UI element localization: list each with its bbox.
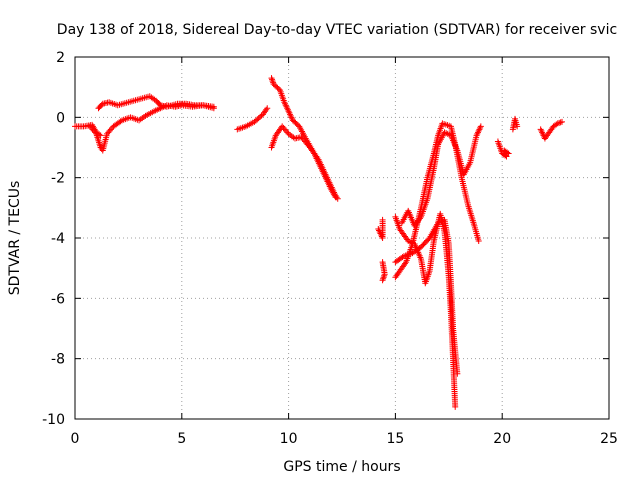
data-point	[251, 118, 258, 125]
y-tick-label: 0	[56, 110, 65, 126]
data-point	[505, 150, 512, 157]
data-point	[399, 254, 406, 261]
x-tick-label: 20	[493, 431, 511, 447]
x-tick-label: 10	[280, 431, 298, 447]
y-tick-label: -10	[42, 412, 65, 428]
x-tick-label: 0	[71, 431, 80, 447]
y-tick-label: -8	[51, 352, 65, 368]
data-point	[514, 123, 521, 130]
data-point	[556, 119, 563, 126]
data-point	[117, 118, 124, 125]
data-marks	[72, 75, 566, 410]
data-point	[252, 117, 259, 124]
y-axis-label: SDTVAR / TECUs	[7, 181, 23, 296]
data-point	[454, 370, 461, 377]
data-point	[559, 118, 566, 125]
data-point	[452, 403, 459, 410]
grid-layer	[75, 57, 609, 419]
data-point	[255, 115, 262, 122]
data-point	[379, 277, 386, 284]
y-tick-label: -4	[51, 231, 65, 247]
chart-title: Day 138 of 2018, Sidereal Day-to-day VTE…	[57, 22, 617, 38]
x-tick-label: 5	[177, 431, 186, 447]
data-point	[477, 123, 484, 130]
data-point	[254, 116, 261, 123]
data-point	[557, 119, 564, 126]
x-axis-label: GPS time / hours	[283, 459, 400, 475]
y-tick-label: -6	[51, 291, 65, 307]
data-point	[380, 274, 387, 281]
x-tick-label: 15	[386, 431, 404, 447]
y-tick-label: -2	[51, 171, 65, 187]
x-tick-label: 25	[600, 431, 618, 447]
y-tick-label: 2	[56, 50, 65, 66]
data-point	[264, 105, 271, 112]
data-point	[210, 103, 217, 110]
data-point	[504, 149, 511, 156]
tick-layer: 0 5 10 15 20 25 -10 -8 -6 -4 -2 0 2	[42, 50, 618, 447]
data-point	[475, 238, 482, 245]
data-point	[332, 194, 339, 201]
data-point	[257, 113, 264, 120]
data-point	[554, 120, 561, 127]
data-point	[379, 216, 386, 223]
